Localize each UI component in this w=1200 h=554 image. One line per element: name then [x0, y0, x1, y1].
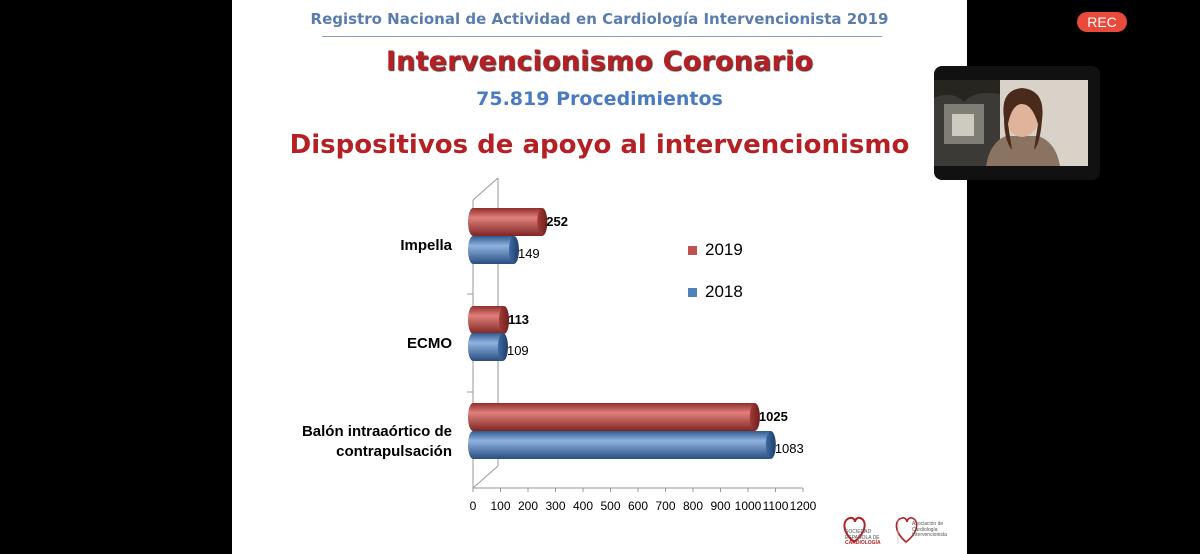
- acci-logo-text: Asociación de Cardiología Intervencionista: [912, 521, 948, 538]
- bar-end-cap: [499, 306, 510, 334]
- x-tick-label: 200: [518, 499, 538, 513]
- axis-top-depth-line: [472, 177, 499, 201]
- bar-end-cap: [497, 333, 508, 361]
- x-tick-label: 800: [683, 499, 703, 513]
- legend-item-2019: 2019: [688, 240, 743, 260]
- bar-start-cap: [468, 403, 478, 431]
- bar-start-cap: [468, 333, 478, 361]
- x-tick-label: 1200: [790, 499, 817, 513]
- bar-start-cap: [468, 306, 478, 334]
- rec-indicator: REC: [1077, 12, 1127, 32]
- slide-title: Intervencionismo Coronario: [385, 46, 814, 77]
- x-tick-label: 1100: [763, 499, 789, 513]
- bar-2019-1: [473, 306, 505, 334]
- bar-start-cap: [468, 236, 478, 264]
- slide-subtitle: 75.819 Procedimientos: [476, 88, 723, 110]
- legend-label-2019: 2019: [705, 240, 743, 259]
- x-tick-label: 1000: [735, 499, 762, 513]
- x-tick-label: 100: [490, 499, 510, 513]
- data-label: 252: [546, 214, 568, 229]
- slide-header: Registro Nacional de Actividad en Cardio…: [310, 10, 889, 28]
- presentation-slide: Registro Nacional de Actividad en Cardio…: [232, 0, 967, 554]
- category-label-impella: Impella: [400, 237, 452, 254]
- x-tick-label: 300: [545, 499, 565, 513]
- bar-end-cap: [749, 403, 760, 431]
- x-tick-label: 0: [470, 499, 477, 513]
- data-label: 1025: [759, 409, 788, 424]
- bar-end-cap: [508, 236, 519, 264]
- bar-start-cap: [468, 208, 478, 236]
- bar-start-cap: [468, 431, 478, 459]
- bar-2018-0: [473, 236, 514, 264]
- participant-video[interactable]: [934, 80, 1088, 166]
- data-label: 149: [518, 246, 540, 261]
- header-divider: [322, 36, 882, 37]
- x-tick-label: 900: [710, 499, 730, 513]
- x-tick-label: 700: [655, 499, 675, 513]
- sec-heart-logo: [843, 516, 918, 544]
- legend-swatch-2018: [688, 288, 697, 298]
- data-label: 1083: [775, 441, 804, 456]
- x-tick-label: 400: [573, 499, 593, 513]
- bar-end-cap: [537, 208, 548, 236]
- sec-logo-text: SOCIEDAD ESPAÑOLA DE CARDIOLOGÍA: [845, 529, 881, 546]
- x-tick-label: 600: [628, 499, 648, 513]
- data-label: 113: [508, 312, 529, 327]
- bar-2019-2: [473, 403, 755, 431]
- logos: SOCIEDAD ESPAÑOLA DE CARDIOLOGÍA Asociació…: [840, 512, 964, 550]
- axis-depth-line: [472, 465, 499, 489]
- section-title: Dispositivos de apoyo al intervencionism…: [289, 130, 910, 160]
- participant-video-image: [934, 80, 1088, 166]
- bar-2019-0: [473, 208, 543, 236]
- data-label: 109: [507, 343, 529, 358]
- bar-end-cap: [765, 431, 776, 459]
- category-label-balon: Balón intraaórtico de contrapulsación: [301, 423, 452, 460]
- x-tick-label: 500: [600, 499, 620, 513]
- legend-swatch-2019: [688, 246, 697, 256]
- bar-2018-2: [473, 431, 771, 459]
- bar-chart: 0 100 200 300 400 500 600 700 800 900 1000 1100 1200…: [467, 177, 817, 513]
- legend-item-2018: 2018: [688, 282, 743, 302]
- category-label-ecmo: ECMO: [407, 335, 452, 352]
- legend-label-2018: 2018: [705, 282, 743, 301]
